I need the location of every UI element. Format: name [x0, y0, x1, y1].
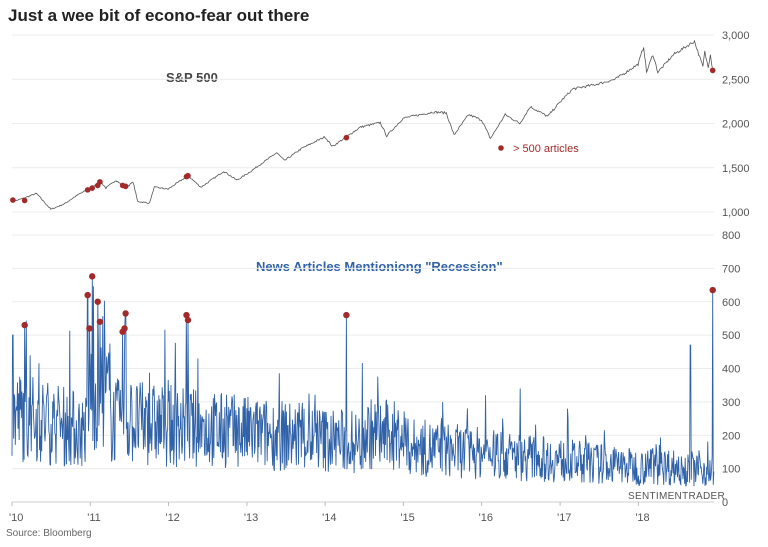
news-y-tick-label: 200	[722, 430, 740, 442]
news-peak-marker	[94, 298, 101, 305]
x-tick-label: '10	[9, 512, 23, 524]
news-peak-marker	[343, 311, 350, 319]
sp500-marker	[709, 67, 716, 74]
news-peak-marker	[88, 273, 96, 280]
sp500-marker	[89, 185, 95, 191]
legend: > 500 articles	[498, 143, 579, 155]
sp500-panel: S&P 500 3,000 2,500 2,000 1,500 1,000 > 500 …	[10, 30, 750, 219]
x-tick-label: '14	[322, 512, 336, 524]
x-tick-label: '13	[244, 512, 258, 524]
sp500-marker	[343, 134, 350, 141]
news-peak-marker	[122, 310, 129, 317]
news-peak-markers	[21, 273, 716, 335]
sp500-y-tick-label: 3,000	[722, 30, 750, 42]
sp500-y-tick-label: 2,500	[722, 74, 750, 86]
news-peak-marker	[184, 316, 192, 324]
news-peak-marker	[21, 321, 28, 329]
sp500-y-axis: 3,000 2,500 2,000 1,500 1,000	[12, 30, 750, 219]
source-note: Source: Bloomberg	[6, 528, 92, 539]
x-tick-label: '16	[479, 512, 493, 524]
news-y-tick-label: 600	[722, 297, 740, 309]
sp500-y-tick-label: 1,000	[722, 207, 750, 219]
sp500-highlight-markers	[10, 67, 716, 204]
news-y-tick-label: 400	[722, 364, 740, 376]
news-y-tick-label: 0	[722, 497, 728, 509]
news-y-tick-label: 800	[722, 230, 740, 242]
news-peak-marker	[96, 318, 104, 325]
news-peak-marker	[84, 291, 91, 299]
news-peak-marker	[709, 286, 716, 294]
sp500-marker	[122, 183, 129, 190]
x-tick-label: '12	[165, 512, 179, 524]
x-tick-label: '11	[87, 512, 101, 524]
news-label: News Articles Mentioniong "Recession"	[256, 259, 503, 274]
news-y-tick-label: 300	[722, 397, 740, 409]
news-y-tick-label: 100	[722, 464, 740, 476]
news-peak-marker	[121, 325, 128, 332]
sp500-marker	[185, 172, 191, 179]
news-peak-marker	[86, 325, 93, 332]
news-y-axis: 800 700 600 500 400 300 200 100 0	[12, 230, 740, 509]
legend-marker	[498, 145, 504, 151]
page-title: Just a wee bit of econo-fear out there	[8, 6, 310, 25]
news-panel: News Articles Mentioniong "Recession" 80…	[11, 230, 740, 509]
watermark: SENTIMENTRADER	[628, 491, 725, 502]
news-y-tick-label: 500	[722, 330, 740, 342]
sp500-y-tick-label: 1,500	[722, 163, 750, 175]
x-axis: '10 '11 '12 '13 '14 '15 '16 '17 '18	[9, 502, 650, 524]
sp500-marker	[84, 187, 91, 193]
sp500-marker	[21, 197, 28, 204]
x-tick-label: '15	[400, 512, 414, 524]
news-line	[11, 276, 715, 487]
sp500-y-tick-label: 2,000	[722, 119, 750, 131]
news-y-tick-label: 700	[722, 263, 740, 275]
sp500-marker	[10, 197, 16, 203]
sp500-label: S&P 500	[166, 70, 218, 85]
sp500-line	[11, 39, 714, 210]
sp500-marker	[97, 179, 103, 185]
news-peak-marker	[183, 311, 190, 319]
legend-label: > 500 articles	[513, 143, 579, 155]
x-tick-label: '17	[557, 512, 571, 524]
x-tick-label: '18	[635, 512, 649, 524]
